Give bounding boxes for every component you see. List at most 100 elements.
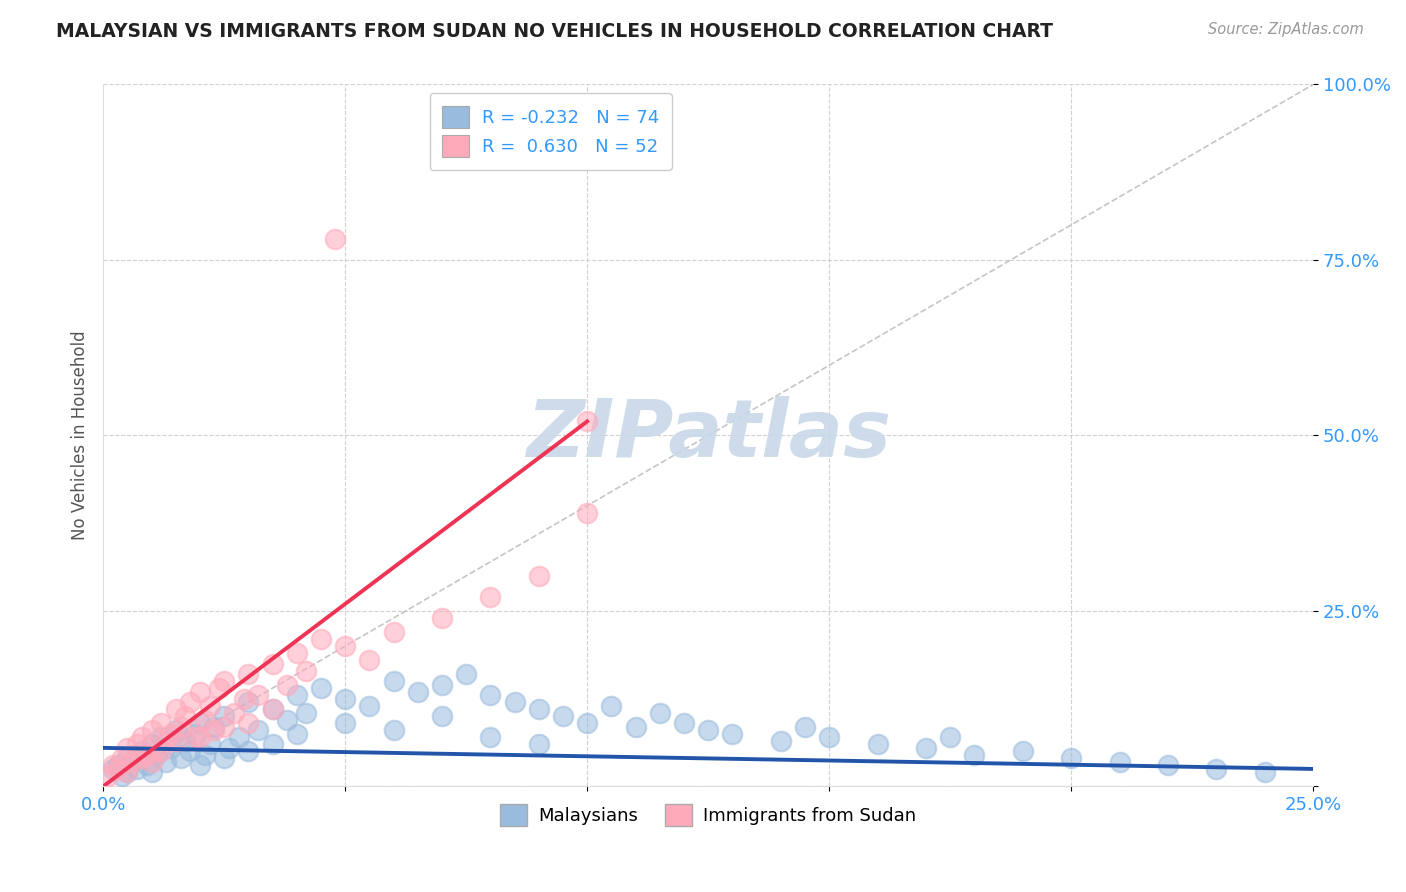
Point xyxy=(479,731,502,745)
Point xyxy=(174,709,197,723)
Point xyxy=(382,625,405,640)
Point xyxy=(238,716,260,731)
Point xyxy=(117,765,139,780)
Point xyxy=(125,762,148,776)
Point xyxy=(212,720,235,734)
Point xyxy=(382,723,405,738)
Point xyxy=(160,727,183,741)
Point xyxy=(430,611,453,625)
Point xyxy=(117,765,139,780)
Point xyxy=(145,744,167,758)
Point xyxy=(359,698,381,713)
Point xyxy=(333,691,356,706)
Point xyxy=(295,664,318,678)
Point xyxy=(107,758,129,772)
Point xyxy=(160,740,183,755)
Point xyxy=(479,590,502,604)
Point xyxy=(624,720,647,734)
Point xyxy=(262,702,284,716)
Point xyxy=(212,751,235,765)
Point xyxy=(794,720,817,734)
Point xyxy=(188,684,211,698)
Point xyxy=(769,734,792,748)
Point xyxy=(141,723,163,738)
Point xyxy=(527,702,550,716)
Point xyxy=(101,758,124,772)
Point xyxy=(1157,758,1180,772)
Point xyxy=(359,653,381,667)
Point xyxy=(672,716,695,731)
Text: Source: ZipAtlas.com: Source: ZipAtlas.com xyxy=(1208,22,1364,37)
Point xyxy=(576,716,599,731)
Point xyxy=(262,702,284,716)
Point xyxy=(150,731,173,745)
Point xyxy=(121,755,143,769)
Text: MALAYSIAN VS IMMIGRANTS FROM SUDAN NO VEHICLES IN HOUSEHOLD CORRELATION CHART: MALAYSIAN VS IMMIGRANTS FROM SUDAN NO VE… xyxy=(56,22,1053,41)
Point xyxy=(198,737,221,751)
Point xyxy=(97,769,120,783)
Point xyxy=(551,709,574,723)
Point xyxy=(169,751,191,765)
Point xyxy=(939,731,962,745)
Point xyxy=(111,769,134,783)
Point xyxy=(503,695,526,709)
Point xyxy=(165,723,187,738)
Point xyxy=(576,506,599,520)
Point xyxy=(194,713,217,727)
Point xyxy=(188,716,211,731)
Point xyxy=(150,744,173,758)
Point xyxy=(141,737,163,751)
Point xyxy=(309,681,332,696)
Point xyxy=(117,740,139,755)
Point xyxy=(406,684,429,698)
Point xyxy=(174,734,197,748)
Point xyxy=(165,734,187,748)
Point xyxy=(131,731,153,745)
Point xyxy=(1254,765,1277,780)
Point xyxy=(600,698,623,713)
Point xyxy=(155,734,177,748)
Point xyxy=(184,731,207,745)
Point xyxy=(155,755,177,769)
Point xyxy=(309,632,332,646)
Point xyxy=(165,702,187,716)
Point xyxy=(325,232,347,246)
Point xyxy=(179,695,201,709)
Point xyxy=(145,747,167,762)
Legend: Malaysians, Immigrants from Sudan: Malaysians, Immigrants from Sudan xyxy=(494,797,924,834)
Point xyxy=(247,688,270,702)
Point xyxy=(135,747,157,762)
Point xyxy=(141,755,163,769)
Point xyxy=(1011,744,1033,758)
Point xyxy=(188,731,211,745)
Point xyxy=(232,691,254,706)
Point xyxy=(135,758,157,772)
Point xyxy=(1060,751,1083,765)
Point xyxy=(218,740,240,755)
Point xyxy=(527,737,550,751)
Point xyxy=(576,414,599,428)
Point xyxy=(121,755,143,769)
Point xyxy=(208,681,231,696)
Point xyxy=(101,762,124,776)
Point xyxy=(915,740,938,755)
Point xyxy=(131,751,153,765)
Point xyxy=(479,688,502,702)
Point xyxy=(382,674,405,689)
Point xyxy=(150,716,173,731)
Point xyxy=(111,751,134,765)
Point xyxy=(295,706,318,720)
Point xyxy=(866,737,889,751)
Text: ZIPatlas: ZIPatlas xyxy=(526,396,891,475)
Point xyxy=(818,731,841,745)
Point xyxy=(222,706,245,720)
Point xyxy=(648,706,671,720)
Point xyxy=(131,744,153,758)
Point xyxy=(188,758,211,772)
Point xyxy=(721,727,744,741)
Point xyxy=(262,657,284,671)
Point xyxy=(1205,762,1227,776)
Point xyxy=(107,762,129,776)
Point xyxy=(179,744,201,758)
Point xyxy=(238,667,260,681)
